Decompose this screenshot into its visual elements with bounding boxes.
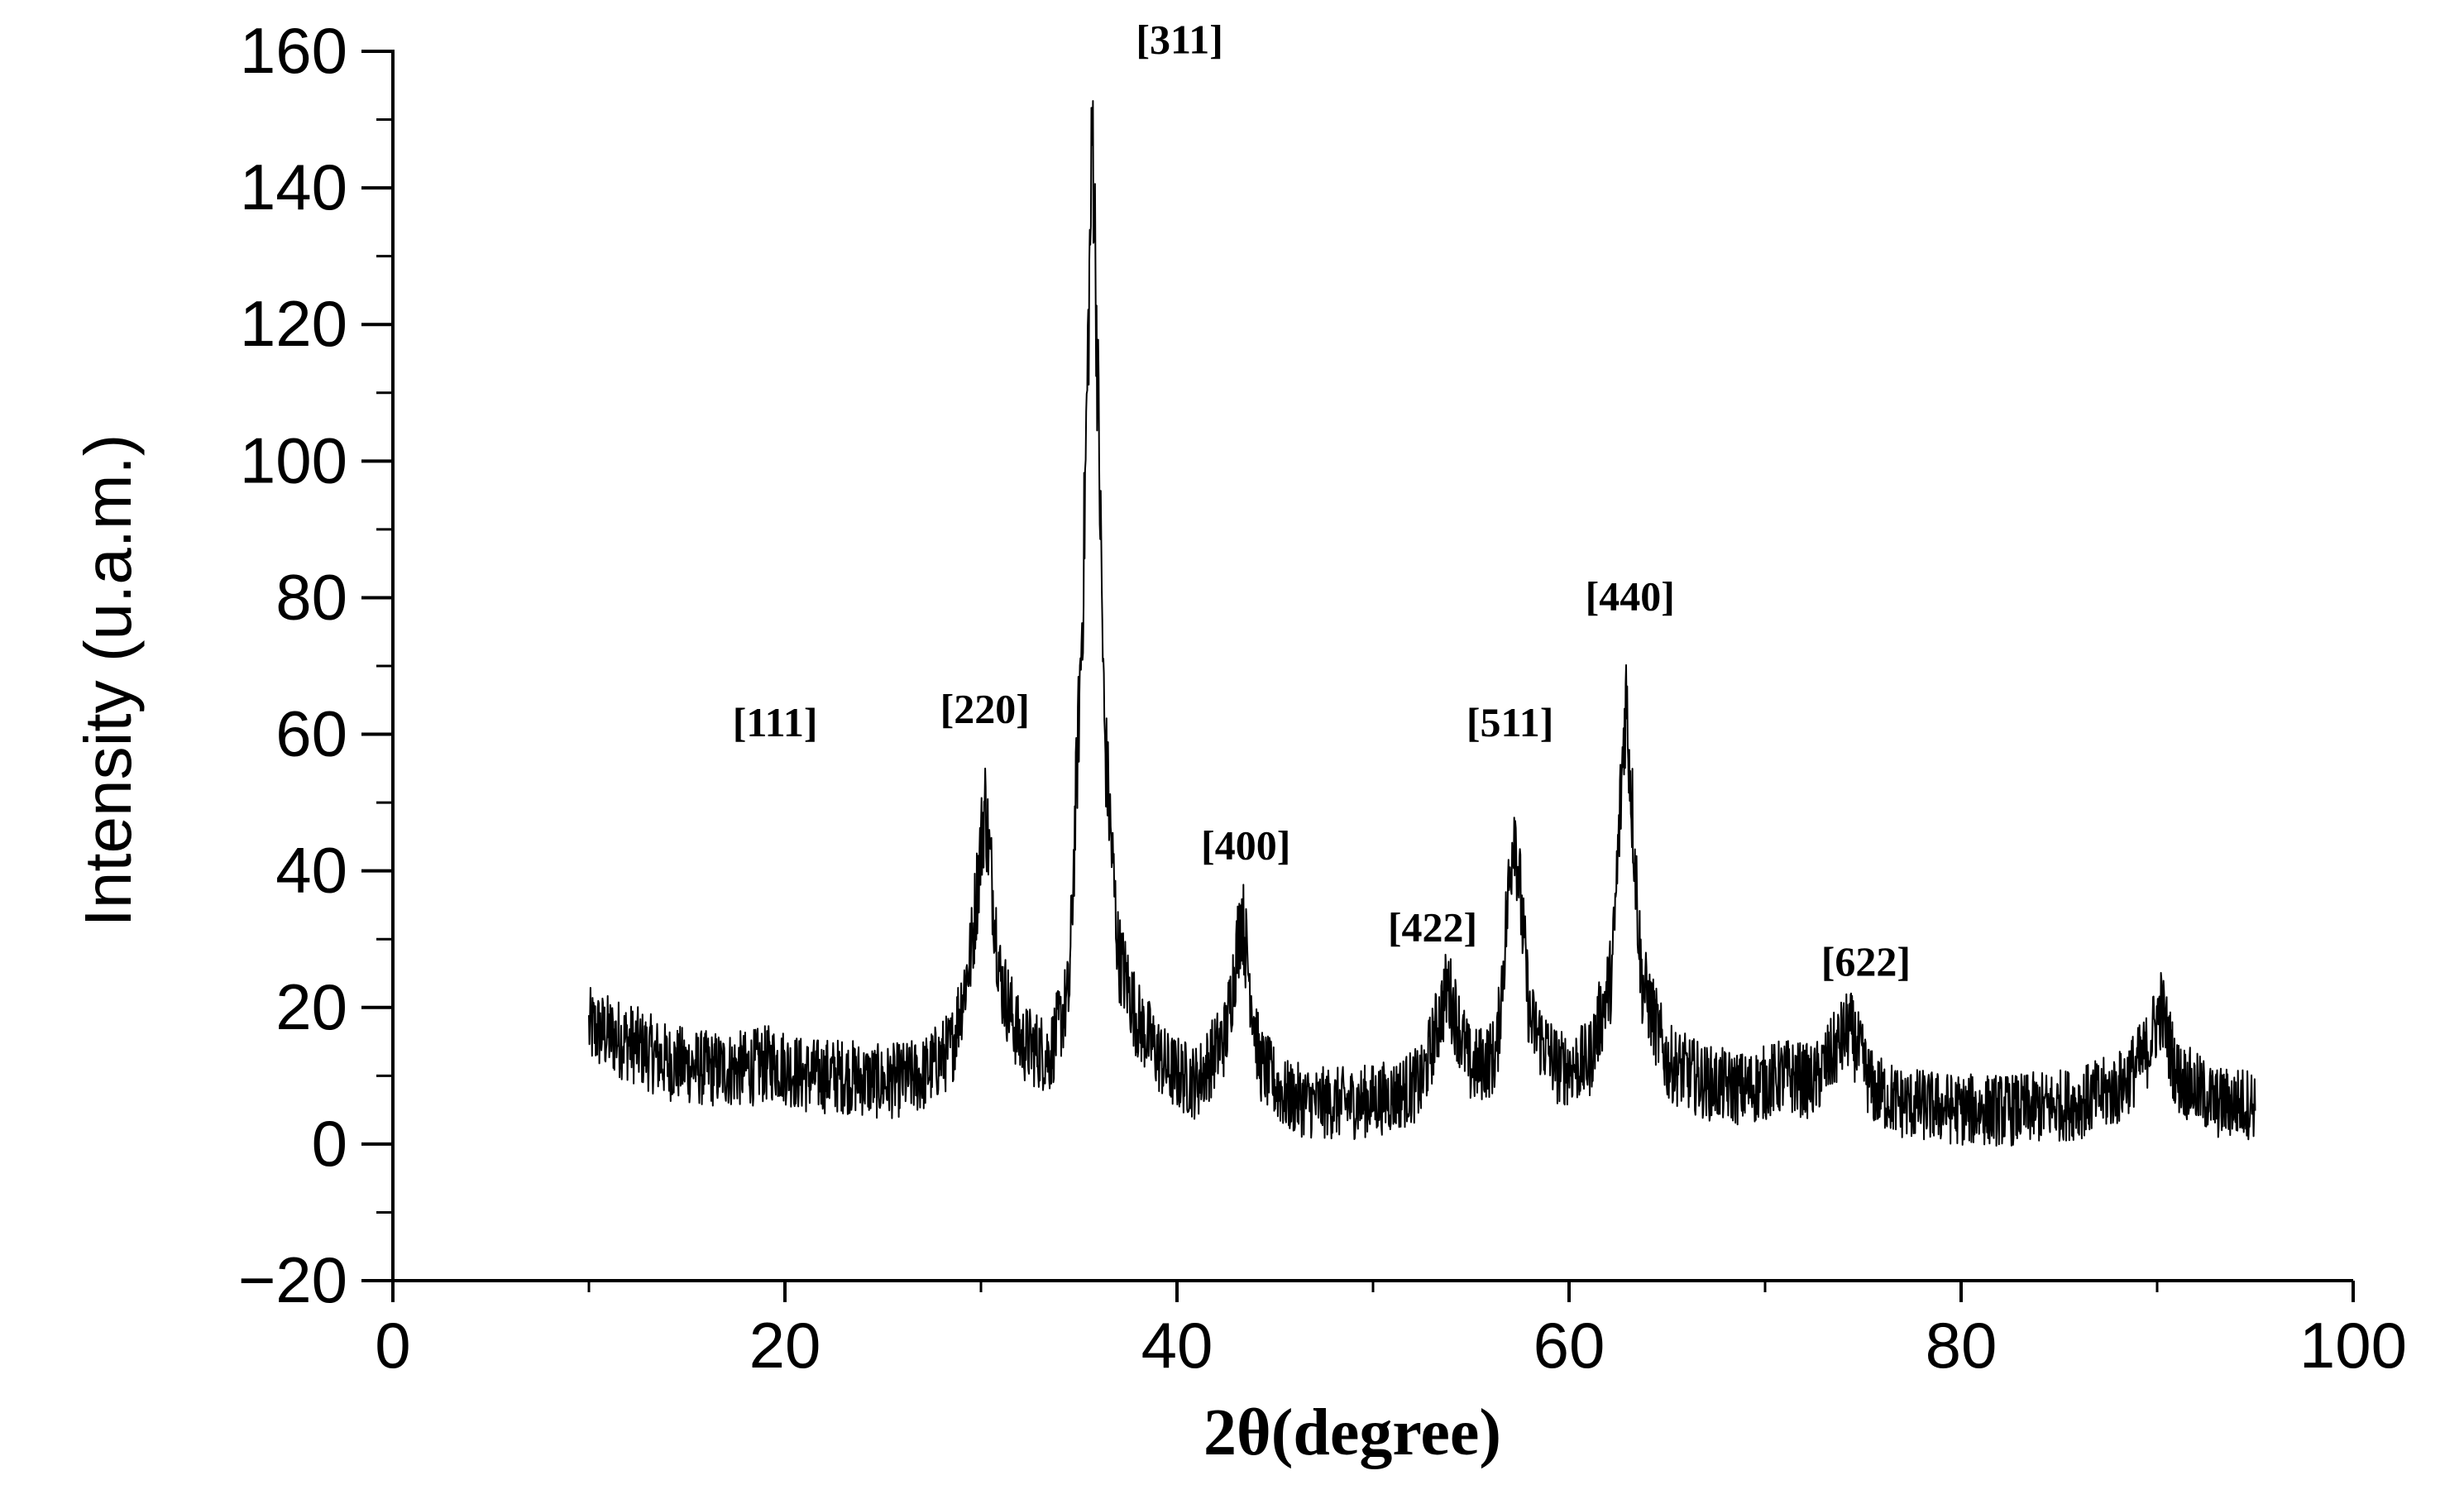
peak-label: [511]	[1466, 699, 1554, 745]
peak-label: [111]	[733, 699, 818, 745]
x-tick-label: 0	[375, 1309, 410, 1382]
y-tick-label: 60	[275, 697, 347, 770]
y-tick-label: 80	[275, 560, 347, 633]
xrd-series-line	[588, 100, 2256, 1147]
x-tick-label: 40	[1141, 1309, 1213, 1382]
x-tick-label: 60	[1533, 1309, 1605, 1382]
y-tick-label: 20	[275, 970, 347, 1043]
x-ticks: 0 20 40 60 80 100	[375, 1281, 2407, 1382]
y-tick-label: 140	[240, 151, 347, 223]
y-tick-label: 100	[240, 424, 347, 496]
y-tick-label: 160	[240, 14, 347, 87]
y-tick-label: 120	[240, 287, 347, 360]
peak-label: [220]	[940, 686, 1030, 732]
y-ticks: −20 0 20 40 60 80 100 120 140 160	[238, 14, 393, 1316]
peak-label: [422]	[1388, 904, 1477, 951]
x-tick-label: 20	[749, 1309, 821, 1382]
peak-annotations: [111] [220] [311] [400] [422] [511] [440] [622]	[733, 17, 1911, 985]
peak-label: [440]	[1586, 572, 1675, 619]
x-tick-label: 100	[2299, 1309, 2407, 1382]
y-tick-label: 0	[312, 1107, 347, 1180]
x-axis-label: 2θ(degree)	[1203, 1396, 1501, 1469]
peak-label: [400]	[1201, 822, 1290, 869]
plot-area	[588, 100, 2256, 1147]
peak-label: [622]	[1821, 938, 1911, 984]
peak-label: [311]	[1136, 17, 1223, 63]
x-tick-label: 80	[1926, 1309, 1998, 1382]
y-tick-label: −20	[238, 1243, 347, 1316]
y-axis-label: Intensity (u.a.m.)	[71, 434, 145, 927]
y-tick-label: 40	[275, 834, 347, 907]
